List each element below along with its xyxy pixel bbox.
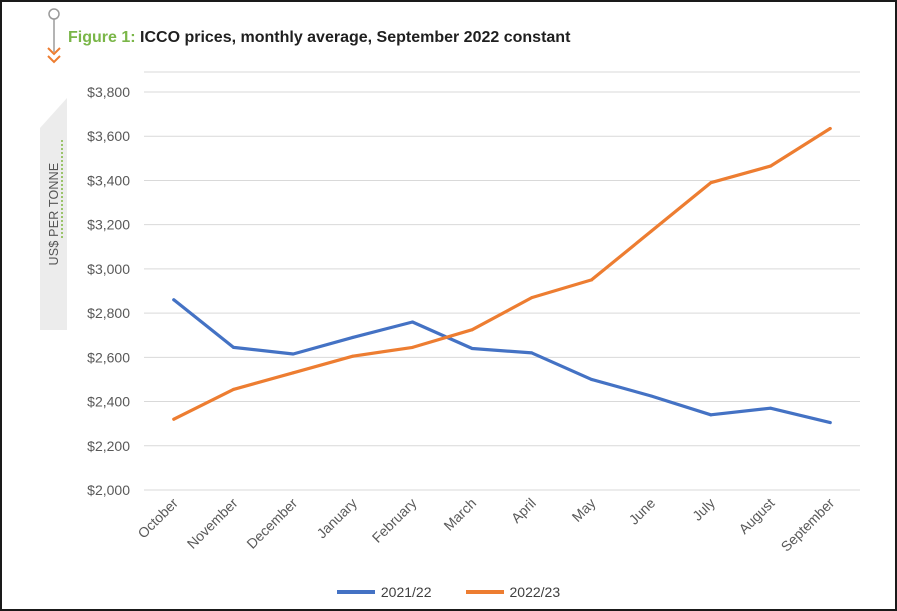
- chart-title: Figure 1: ICCO prices, monthly average, …: [68, 29, 570, 47]
- y-tick-label: $2,200: [87, 438, 130, 454]
- x-tick-label: April: [508, 495, 539, 526]
- data-point: [769, 164, 772, 168]
- legend-swatch-2021-22: [336, 590, 375, 594]
- y-tick-label: $2,800: [87, 305, 130, 321]
- x-tick-label: June: [626, 495, 659, 528]
- data-point: [590, 278, 593, 282]
- data-point: [172, 298, 176, 302]
- data-point: [649, 394, 653, 398]
- x-tick-label: November: [184, 495, 241, 552]
- legend-item-2021-22: 2021/22: [336, 584, 432, 600]
- data-point: [351, 335, 355, 339]
- x-tick-label: January: [313, 495, 360, 542]
- data-point: [411, 320, 414, 324]
- series-line-2021-22: [172, 298, 832, 425]
- data-point: [769, 406, 772, 410]
- x-tick-labels: October November December January February Ma…: [134, 495, 837, 555]
- legend: 2021/22 2022/23: [2, 584, 895, 600]
- figure-title-text: ICCO prices, monthly average, September …: [140, 29, 571, 46]
- y-axis-label-strip: [40, 98, 67, 330]
- x-tick-label: July: [689, 495, 718, 524]
- data-point: [172, 417, 176, 421]
- y-tick-label: $3,600: [87, 128, 130, 144]
- x-tick-label: August: [735, 495, 777, 537]
- data-point: [590, 377, 593, 381]
- data-point: [291, 371, 295, 375]
- legend-label-2021-22: 2021/22: [380, 584, 432, 600]
- data-point: [351, 354, 355, 358]
- data-point: [709, 413, 713, 417]
- legend-item-2022-23: 2022/23: [465, 584, 561, 600]
- x-tick-label: February: [369, 495, 420, 546]
- y-tick-label: $3,000: [87, 261, 130, 277]
- series-line-2022-23: [172, 126, 832, 421]
- data-point: [232, 345, 235, 349]
- data-point: [470, 328, 474, 332]
- x-tick-label: September: [778, 495, 838, 555]
- legend-swatch-2022-23: [465, 590, 504, 594]
- y-tick-label: $2,000: [87, 482, 130, 498]
- data-point: [411, 345, 414, 349]
- pin-marker-icon: [47, 8, 61, 64]
- y-tick-label: $2,400: [87, 394, 130, 410]
- data-point: [530, 351, 534, 355]
- data-point: [291, 352, 295, 356]
- data-point: [649, 229, 653, 233]
- figure-number: Figure 1:: [68, 29, 136, 46]
- x-tick-label: March: [440, 495, 479, 534]
- series-lines: [172, 126, 832, 425]
- y-tick-label: $3,200: [87, 217, 130, 233]
- data-point: [530, 296, 534, 300]
- x-tick-label: October: [134, 495, 181, 542]
- legend-label-2022-23: 2022/23: [509, 584, 561, 600]
- data-point: [232, 387, 235, 391]
- y-tick-label: $2,600: [87, 349, 130, 365]
- data-point: [828, 126, 832, 130]
- data-point: [709, 181, 713, 185]
- y-tick-label: $3,800: [87, 84, 130, 100]
- x-tick-label: May: [569, 495, 599, 525]
- x-tick-label: December: [243, 495, 300, 552]
- data-point: [470, 346, 474, 350]
- y-tick-label: $3,400: [87, 172, 130, 188]
- data-point: [828, 421, 832, 425]
- y-tick-labels: $2,000 $2,200 $2,400 $2,600 $2,800 $3,000 $3,2…: [87, 84, 130, 498]
- gridlines: [144, 71, 860, 491]
